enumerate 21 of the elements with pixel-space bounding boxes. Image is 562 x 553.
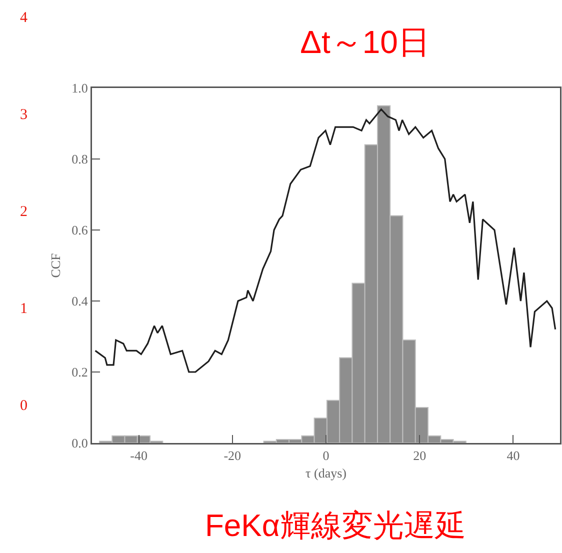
y-tick-label: 1.0 — [72, 80, 88, 96]
text: 0 — [20, 398, 28, 414]
text: 3 — [20, 107, 28, 123]
text: 4 — [20, 10, 28, 26]
y-tick-label: 0.8 — [72, 152, 88, 167]
y-tick-label: 0.2 — [72, 364, 88, 380]
y-tick-label: 0.6 — [72, 222, 88, 238]
x-tick-label: 0 — [322, 448, 330, 464]
x-axis-title: τ (days) — [306, 465, 346, 480]
y-axis-title: CCF — [48, 253, 63, 278]
x-tick-label: -40 — [130, 448, 148, 464]
y-tick-label: 0.0 — [72, 436, 88, 451]
chart-title: Δt～10日 — [300, 24, 430, 60]
line-series — [94, 108, 556, 373]
x-tick-label: -20 — [224, 448, 242, 464]
x-tick-label: 40 — [506, 448, 520, 464]
x-tick-label: 20 — [413, 448, 426, 464]
y-tick-label: 0.4 — [72, 294, 88, 309]
text: 2 — [20, 204, 28, 220]
text: 1 — [20, 301, 28, 317]
text: FeKα輝線変光遅延 — [205, 508, 466, 543]
